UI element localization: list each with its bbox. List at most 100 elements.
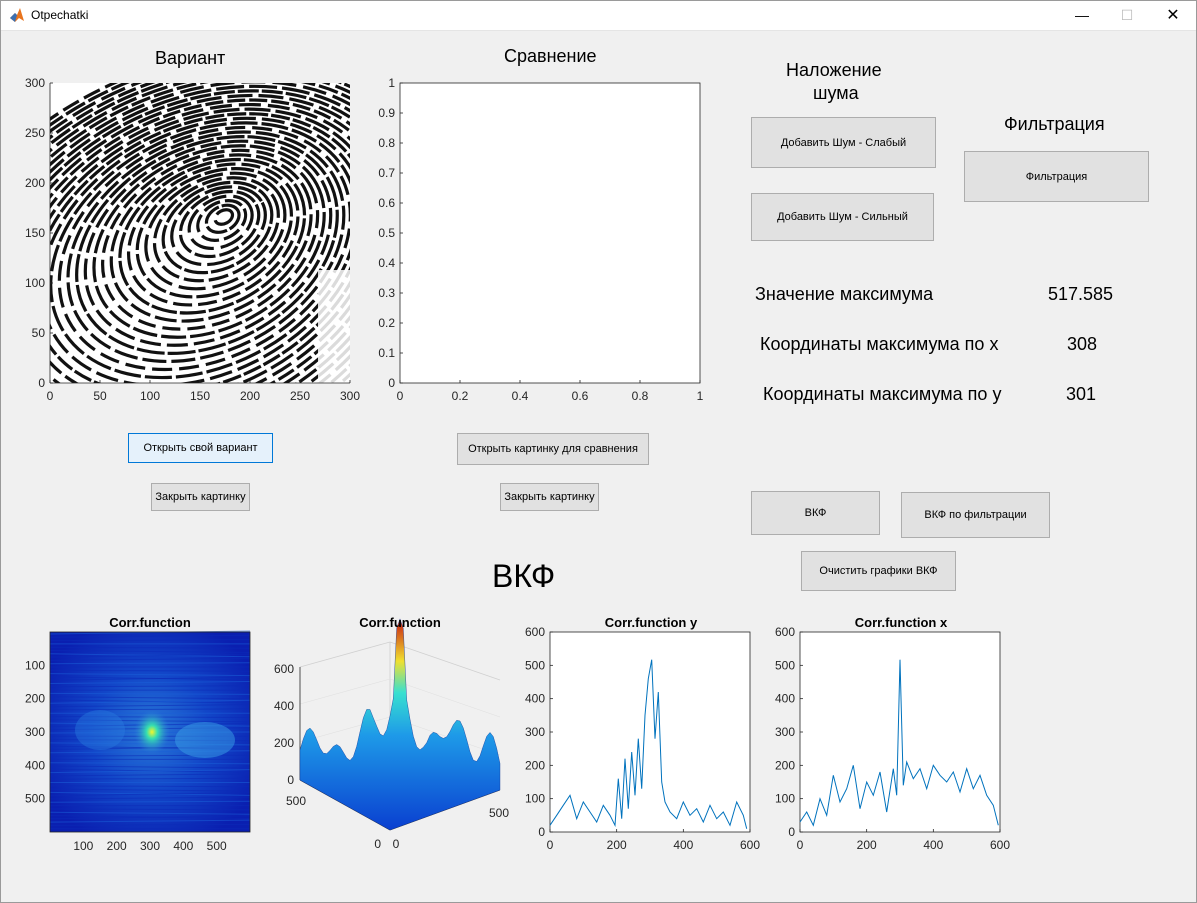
add-noise-weak-button[interactable]: Добавить Шум - Слабый xyxy=(751,117,936,168)
fingerprint-ridge xyxy=(50,107,350,383)
corr-y-xtick-label: 400 xyxy=(673,838,693,852)
corr-y-plot-area xyxy=(549,631,751,833)
maximize-button[interactable]: ☐ xyxy=(1120,6,1134,23)
max-y-label: Координаты максимума по y xyxy=(763,384,1002,404)
noise-heading-line1: Наложение xyxy=(786,60,882,80)
fingerprint-ridge xyxy=(75,134,339,355)
fingerprint-ridge xyxy=(50,98,350,383)
heatmap-ytick-label: 200 xyxy=(25,692,45,706)
vkf-button[interactable]: ВКФ xyxy=(751,491,880,535)
heatmap-xtick-label: 400 xyxy=(173,839,193,853)
corr-y-ytick-label: 300 xyxy=(525,725,545,739)
variant-heading: Вариант xyxy=(155,48,226,68)
heatmap-xtick-label: 200 xyxy=(107,839,127,853)
comparison-ytick-label: 0.7 xyxy=(378,166,395,180)
close-button[interactable]: ✕ xyxy=(1166,7,1180,24)
clear-vkf-button[interactable]: Очистить графики ВКФ xyxy=(801,551,956,591)
fingerprint-ridge xyxy=(66,130,346,364)
comparison-xtick-label: 0.8 xyxy=(632,389,649,403)
comparison-xtick-label: 0.4 xyxy=(512,389,529,403)
comparison-ytick-label: 0.3 xyxy=(378,286,395,300)
corr-x-ytick-label: 0 xyxy=(788,825,795,839)
minimize-button[interactable]: — xyxy=(1075,7,1089,23)
fingerprint-ridge xyxy=(118,157,307,315)
variant-xtick-label: 200 xyxy=(240,389,260,403)
fingerprint-ridge xyxy=(92,144,326,339)
comparison-ytick-label: 0 xyxy=(388,376,395,390)
fingerprint-ridge xyxy=(109,153,313,323)
fingerprint-ridge xyxy=(50,83,350,383)
variant-xtick-label: 150 xyxy=(190,389,210,403)
comparison-ytick-label: 0.6 xyxy=(378,196,395,210)
corr-x-ytick-label: 200 xyxy=(775,758,795,772)
corr-y-ytick-label: 0 xyxy=(538,825,545,839)
corr-x-title: Corr.function x xyxy=(855,615,948,630)
max-x-value: 308 xyxy=(1067,334,1098,354)
corr-x-plot-area xyxy=(799,631,1001,833)
corr-y-title: Corr.function y xyxy=(605,615,698,630)
comparison-ytick-label: 0.8 xyxy=(378,136,395,150)
max-value-label: Значение максимума xyxy=(755,284,934,304)
comparison-ytick-label: 0.1 xyxy=(378,346,395,360)
fingerprint-ridge xyxy=(50,121,350,380)
fingerprint-ridge xyxy=(144,171,287,291)
fingerprint-ridge xyxy=(50,93,350,383)
fingerprint-ridge xyxy=(50,83,350,383)
corr-x-ytick-label: 400 xyxy=(775,692,795,706)
variant-ytick-label: 100 xyxy=(25,276,45,290)
vkf-heading: ВКФ xyxy=(492,558,556,594)
filtration-button[interactable]: Фильтрация xyxy=(964,151,1149,202)
add-noise-strong-button[interactable]: Добавить Шум - Сильный xyxy=(751,193,934,241)
heatmap-xtick-label: 100 xyxy=(73,839,93,853)
corr-y-ytick-label: 600 xyxy=(525,625,545,639)
heatmap-xtick-label: 300 xyxy=(140,839,160,853)
open-variant-button[interactable]: Открыть свой вариант xyxy=(128,433,273,463)
max-value: 517.585 xyxy=(1048,284,1114,304)
comparison-xtick-label: 0 xyxy=(397,389,404,403)
variant-xtick-label: 0 xyxy=(47,389,54,403)
fingerprint-ridge xyxy=(126,162,300,307)
noise-heading-line2: шума xyxy=(813,83,859,103)
fingerprint-ridge xyxy=(187,194,254,251)
corr-y-ytick-label: 500 xyxy=(525,658,545,672)
title-bar: Otpechatki — ☐ ✕ xyxy=(0,0,1197,31)
heatmap-ytick-label: 400 xyxy=(25,758,45,772)
comparison-xtick-label: 0.2 xyxy=(452,389,469,403)
corr-y-ytick-label: 200 xyxy=(525,758,545,772)
fingerprint-ridge xyxy=(213,208,235,226)
variant-ytick-label: 0 xyxy=(38,376,45,390)
comparison-ytick-label: 0.9 xyxy=(378,106,395,120)
surface-title: Corr.function xyxy=(359,615,441,630)
corr-x-ytick-label: 100 xyxy=(775,792,795,806)
corr-x-series xyxy=(799,659,999,827)
comparison-ytick-label: 0.2 xyxy=(378,316,395,330)
window-title: Otpechatki xyxy=(31,8,89,22)
fingerprint-ridge xyxy=(50,83,350,383)
variant-ytick-label: 150 xyxy=(25,226,45,240)
comparison-ytick-label: 0.5 xyxy=(378,226,395,240)
corr-x-xtick-label: 600 xyxy=(990,838,1010,852)
close-picture-button-1[interactable]: Закрыть картинку xyxy=(151,483,250,511)
corr-y-ytick-label: 100 xyxy=(525,792,545,806)
open-compare-button[interactable]: Открыть картинку для сравнения xyxy=(457,433,649,465)
surface-right-tick-label: 0 xyxy=(393,837,400,851)
fingerprint-ridge xyxy=(50,112,350,383)
corr-y-series xyxy=(549,659,748,829)
variant-xtick-label: 100 xyxy=(140,389,160,403)
fingerprint-ridge xyxy=(101,148,320,331)
fingerprint-ridge xyxy=(178,189,261,259)
corr-y-xtick-label: 0 xyxy=(547,838,554,852)
corr-surface xyxy=(299,618,501,831)
max-y-value: 301 xyxy=(1066,384,1097,404)
vkf-filtered-button[interactable]: ВКФ по фильтрации xyxy=(901,492,1050,538)
close-picture-button-2[interactable]: Закрыть картинку xyxy=(500,483,599,511)
fingerprint-ridge xyxy=(50,83,350,383)
comparison-ytick-label: 0.4 xyxy=(378,256,395,270)
fingerprint-ridge xyxy=(50,89,350,383)
variant-ytick-label: 200 xyxy=(25,176,45,190)
corr-y-xtick-label: 600 xyxy=(740,838,760,852)
corr-y-xtick-label: 200 xyxy=(607,838,627,852)
comparison-xtick-label: 1 xyxy=(697,389,704,403)
matlab-icon xyxy=(10,8,24,22)
fingerprint-ridge xyxy=(161,180,274,275)
